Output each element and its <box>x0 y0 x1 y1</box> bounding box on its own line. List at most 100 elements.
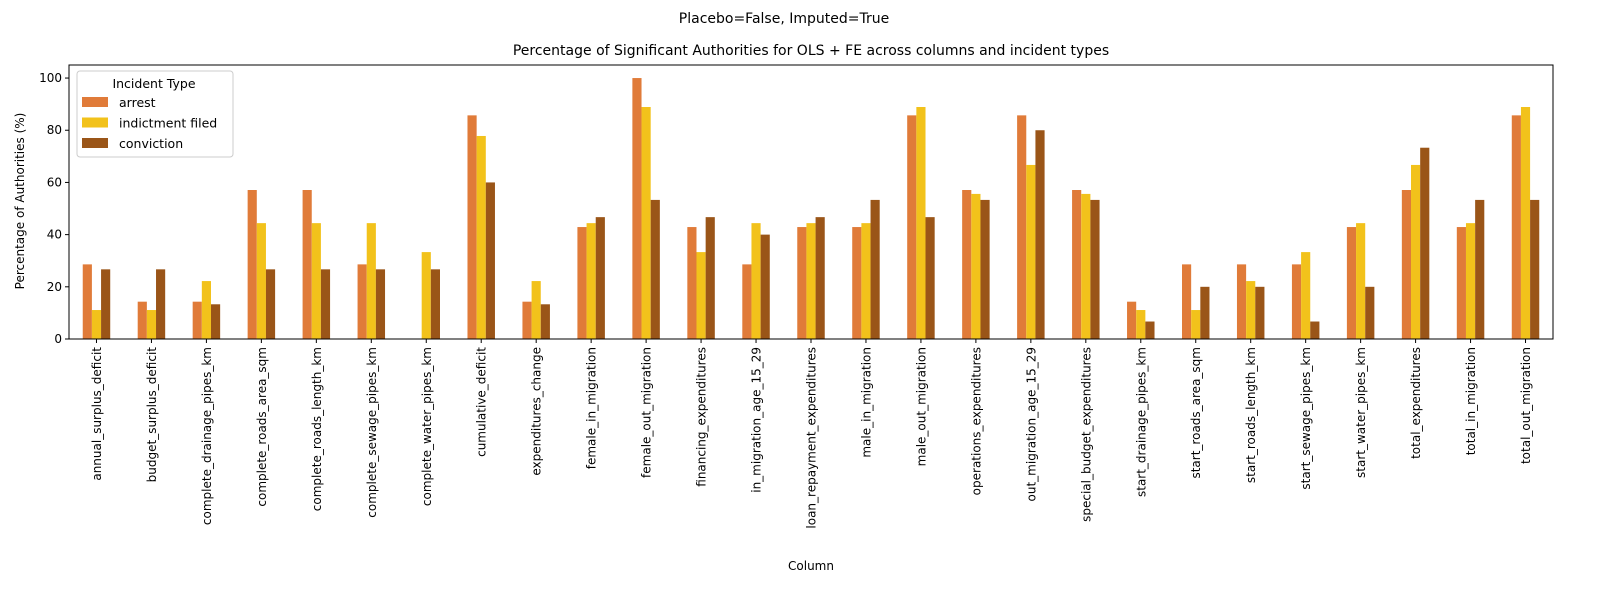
x-tick-label: operations_expenditures <box>969 347 983 495</box>
x-tick-label: start_roads_area_sqm <box>1189 347 1203 479</box>
bar-conviction-complete_sewage_pipes_km <box>375 269 386 339</box>
bar-indictment-filed-start_roads_area_sqm <box>1191 310 1201 339</box>
bar-arrest-special_budget_expenditures <box>1072 190 1082 339</box>
bar-conviction-in_migration_age_15_29 <box>760 234 770 339</box>
x-tick-label: total_out_migration <box>1519 347 1533 464</box>
bar-conviction-start_drainage_pipes_km <box>1145 321 1155 339</box>
bar-indictment-filed-expenditures_change <box>531 281 541 339</box>
y-tick-label: 40 <box>47 228 62 242</box>
x-tick-label: annual_surplus_deficit <box>90 347 104 481</box>
x-tick-label: start_water_pipes_km <box>1354 347 1368 478</box>
x-axis: annual_surplus_deficit budget_surplus_def… <box>90 339 1533 529</box>
legend-title: Incident Type <box>112 76 195 91</box>
bar-indictment-filed-start_drainage_pipes_km <box>1136 310 1146 339</box>
bar-indictment-filed-start_sewage_pipes_km <box>1301 252 1311 339</box>
x-tick-label: start_roads_length_km <box>1244 347 1258 483</box>
bars-layer <box>82 78 1540 340</box>
x-tick-label: budget_surplus_deficit <box>145 347 159 483</box>
bar-conviction-male_out_migration <box>925 217 935 339</box>
bar-conviction-operations_expenditures <box>980 199 990 339</box>
x-tick-label: complete_water_pipes_km <box>420 347 434 506</box>
x-tick-label: loan_repayment_expenditures <box>805 347 819 529</box>
bar-arrest-financing_expenditures <box>687 227 697 339</box>
bar-conviction-start_water_pipes_km <box>1365 286 1375 339</box>
x-tick-label: complete_roads_length_km <box>310 347 324 511</box>
bar-indictment-filed-special_budget_expenditures <box>1081 193 1091 339</box>
bar-arrest-start_roads_length_km <box>1236 264 1247 339</box>
y-axis: 0 20 40 60 80 100 <box>39 71 69 346</box>
y-tick-label: 0 <box>54 332 62 346</box>
bar-indictment-filed-financing_expenditures <box>696 252 706 339</box>
legend-swatch-conviction <box>82 138 108 148</box>
bar-indictment-filed-loan_repayment_expenditures <box>806 223 816 339</box>
bar-indictment-filed-female_out_migration <box>641 107 651 339</box>
bar-arrest-complete_roads_length_km <box>302 190 312 339</box>
x-tick-label: complete_roads_area_sqm <box>255 347 269 507</box>
bar-arrest-start_sewage_pipes_km <box>1291 264 1302 339</box>
bar-conviction-expenditures_change <box>540 304 550 339</box>
bar-indictment-filed-annual_surplus_deficit <box>91 310 102 339</box>
bar-arrest-expenditures_change <box>522 301 532 339</box>
y-tick-label: 80 <box>47 123 62 137</box>
bar-arrest-budget_surplus_deficit <box>137 301 147 339</box>
y-axis-label: Percentage of Authorities (%) <box>13 113 27 290</box>
bar-indictment-filed-total_expenditures <box>1411 164 1421 339</box>
bar-arrest-complete_drainage_pipes_km <box>192 301 202 339</box>
x-tick-label: total_expenditures <box>1409 347 1423 459</box>
bar-conviction-out_migration_age_15_29 <box>1035 130 1045 339</box>
x-tick-label: in_migration_age_15_29 <box>750 347 764 493</box>
bar-arrest-out_migration_age_15_29 <box>1017 115 1027 339</box>
bar-conviction-total_out_migration <box>1530 199 1540 339</box>
bar-indictment-filed-total_in_migration <box>1465 223 1476 339</box>
bar-indictment-filed-male_out_migration <box>916 107 926 339</box>
bar-conviction-start_sewage_pipes_km <box>1310 321 1320 339</box>
bar-arrest-total_expenditures <box>1401 190 1412 339</box>
x-tick-label: male_out_migration <box>914 347 928 466</box>
bar-indictment-filed-complete_roads_length_km <box>311 223 321 339</box>
bar-indictment-filed-start_roads_length_km <box>1246 281 1256 339</box>
x-tick-label: female_in_migration <box>585 347 599 469</box>
bar-arrest-male_in_migration <box>852 227 862 339</box>
x-tick-label: expenditures_change <box>530 347 544 476</box>
legend-swatch-indictment-filed <box>82 117 108 128</box>
x-tick-label: out_migration_age_15_29 <box>1024 347 1038 501</box>
bar-arrest-start_water_pipes_km <box>1346 227 1357 339</box>
bar-indictment-filed-complete_sewage_pipes_km <box>366 223 376 339</box>
bar-indictment-filed-start_water_pipes_km <box>1356 223 1366 339</box>
bar-arrest-total_in_migration <box>1456 227 1466 339</box>
bar-arrest-annual_surplus_deficit <box>82 264 92 339</box>
bar-conviction-cumulative_deficit <box>485 182 495 339</box>
legend-swatch-arrest <box>82 97 108 107</box>
bar-indictment-filed-cumulative_deficit <box>476 135 486 339</box>
bar-indictment-filed-complete_roads_area_sqm <box>256 223 266 339</box>
x-tick-label: start_sewage_pipes_km <box>1299 347 1313 490</box>
x-tick-label: complete_drainage_pipes_km <box>200 347 214 525</box>
bar-conviction-complete_drainage_pipes_km <box>210 304 221 339</box>
bar-conviction-annual_surplus_deficit <box>101 269 111 339</box>
figure-suptitle: Placebo=False, Imputed=True <box>679 11 889 27</box>
bar-conviction-total_expenditures <box>1420 147 1430 339</box>
bar-arrest-complete_roads_area_sqm <box>247 190 257 339</box>
bar-conviction-complete_roads_length_km <box>320 269 331 339</box>
bar-indictment-filed-female_in_migration <box>586 223 596 339</box>
bar-conviction-female_out_migration <box>650 199 660 339</box>
bar-indictment-filed-total_out_migration <box>1520 107 1531 339</box>
bar-arrest-total_out_migration <box>1511 115 1521 339</box>
x-tick-label: total_in_migration <box>1464 347 1478 455</box>
legend: Incident Type arrest indictment filed convi… <box>76 70 234 158</box>
bar-indictment-filed-complete_water_pipes_km <box>421 252 431 339</box>
bar-indictment-filed-out_migration_age_15_29 <box>1026 164 1036 339</box>
x-tick-label: complete_sewage_pipes_km <box>365 347 379 518</box>
bar-conviction-female_in_migration <box>595 217 605 339</box>
bar-arrest-female_in_migration <box>577 227 587 339</box>
bar-conviction-male_in_migration <box>870 199 880 339</box>
bar-arrest-male_out_migration <box>907 115 917 339</box>
bar-indictment-filed-budget_surplus_deficit <box>146 310 157 339</box>
x-tick-label: female_out_migration <box>640 347 654 478</box>
legend-label-indictment-filed: indictment filed <box>119 116 217 131</box>
chart-title: Percentage of Significant Authorities fo… <box>513 43 1109 59</box>
x-tick-label: male_in_migration <box>859 347 873 458</box>
bar-conviction-complete_water_pipes_km <box>430 269 440 339</box>
